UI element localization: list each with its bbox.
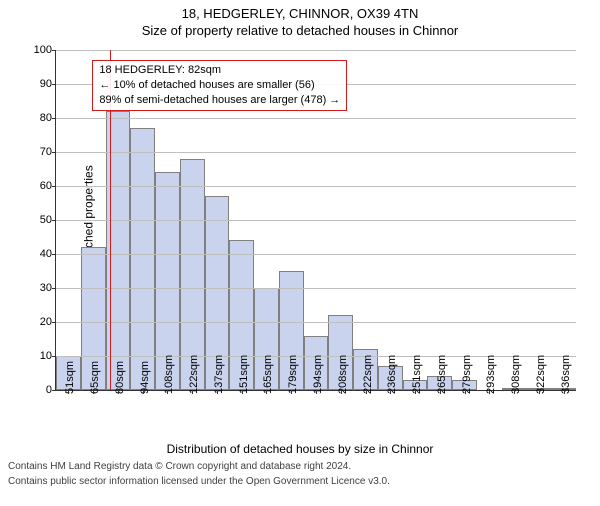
y-tick-mark bbox=[52, 186, 56, 187]
x-tick-mark bbox=[192, 390, 193, 394]
chart-title-line2: Size of property relative to detached ho… bbox=[0, 23, 600, 38]
chart-area: Number of detached properties 0102030405… bbox=[0, 38, 600, 458]
x-tick-label: 165sqm bbox=[262, 355, 274, 394]
x-tick-label: 251sqm bbox=[411, 355, 423, 394]
x-tick-mark bbox=[266, 390, 267, 394]
x-tick-mark bbox=[514, 390, 515, 394]
x-tick-label: 137sqm bbox=[213, 355, 225, 394]
x-tick-mark bbox=[539, 390, 540, 394]
x-tick-mark bbox=[341, 390, 342, 394]
x-tick-mark bbox=[564, 390, 565, 394]
x-tick-label: 94sqm bbox=[139, 361, 151, 394]
y-tick-mark bbox=[52, 220, 56, 221]
chart-title-line1: 18, HEDGERLEY, CHINNOR, OX39 4TN bbox=[0, 6, 600, 21]
y-tick-mark bbox=[52, 254, 56, 255]
x-tick-mark bbox=[242, 390, 243, 394]
x-tick-mark bbox=[489, 390, 490, 394]
annotation-line1: 18 HEDGERLEY: 82sqm bbox=[99, 63, 340, 78]
x-tick-mark bbox=[415, 390, 416, 394]
y-tick-mark bbox=[52, 356, 56, 357]
x-tick-label: 51sqm bbox=[64, 361, 76, 394]
x-tick-mark bbox=[93, 390, 94, 394]
x-tick-label: 322sqm bbox=[535, 355, 547, 394]
gridline bbox=[56, 220, 576, 221]
x-tick-mark bbox=[440, 390, 441, 394]
x-tick-mark bbox=[118, 390, 119, 394]
gridline bbox=[56, 254, 576, 255]
gridline bbox=[56, 50, 576, 51]
histogram-bar bbox=[106, 111, 131, 390]
x-tick-mark bbox=[366, 390, 367, 394]
x-tick-label: 65sqm bbox=[89, 361, 101, 394]
gridline bbox=[56, 186, 576, 187]
x-tick-label: 179sqm bbox=[287, 355, 299, 394]
histogram-bar bbox=[130, 128, 155, 390]
x-tick-mark bbox=[291, 390, 292, 394]
x-tick-mark bbox=[316, 390, 317, 394]
footer-credit-2: Contains public sector information licen… bbox=[0, 473, 600, 488]
x-tick-label: 208sqm bbox=[337, 355, 349, 394]
annotation-line3: 89% of semi-detached houses are larger (… bbox=[99, 93, 340, 108]
y-tick-mark bbox=[52, 118, 56, 119]
y-tick-mark bbox=[52, 84, 56, 85]
y-tick-mark bbox=[52, 50, 56, 51]
y-tick-mark bbox=[52, 390, 56, 391]
x-tick-mark bbox=[68, 390, 69, 394]
y-tick-mark bbox=[52, 152, 56, 153]
x-tick-label: 108sqm bbox=[163, 355, 175, 394]
x-tick-mark bbox=[143, 390, 144, 394]
x-tick-label: 336sqm bbox=[560, 355, 572, 394]
x-tick-label: 265sqm bbox=[436, 355, 448, 394]
x-tick-label: 236sqm bbox=[386, 355, 398, 394]
x-tick-mark bbox=[167, 390, 168, 394]
annotation-line2: ← 10% of detached houses are smaller (56… bbox=[99, 78, 340, 93]
y-tick-mark bbox=[52, 288, 56, 289]
gridline bbox=[56, 118, 576, 119]
x-tick-label: 308sqm bbox=[510, 355, 522, 394]
x-tick-mark bbox=[390, 390, 391, 394]
x-tick-mark bbox=[217, 390, 218, 394]
x-tick-label: 122sqm bbox=[188, 355, 200, 394]
annotation-box: 18 HEDGERLEY: 82sqm← 10% of detached hou… bbox=[92, 60, 347, 111]
gridline bbox=[56, 288, 576, 289]
x-tick-label: 194sqm bbox=[312, 355, 324, 394]
gridline bbox=[56, 152, 576, 153]
x-tick-label: 151sqm bbox=[238, 355, 250, 394]
x-axis-label: Distribution of detached houses by size … bbox=[0, 442, 600, 456]
x-tick-mark bbox=[465, 390, 466, 394]
plot-region: 010203040506070809010051sqm65sqm80sqm94s… bbox=[55, 50, 576, 391]
x-tick-label: 80sqm bbox=[114, 361, 126, 394]
x-tick-label: 293sqm bbox=[485, 355, 497, 394]
x-tick-label: 222sqm bbox=[362, 355, 374, 394]
footer-credit-1: Contains HM Land Registry data © Crown c… bbox=[0, 458, 600, 473]
y-tick-mark bbox=[52, 322, 56, 323]
x-tick-label: 279sqm bbox=[461, 355, 473, 394]
gridline bbox=[56, 322, 576, 323]
